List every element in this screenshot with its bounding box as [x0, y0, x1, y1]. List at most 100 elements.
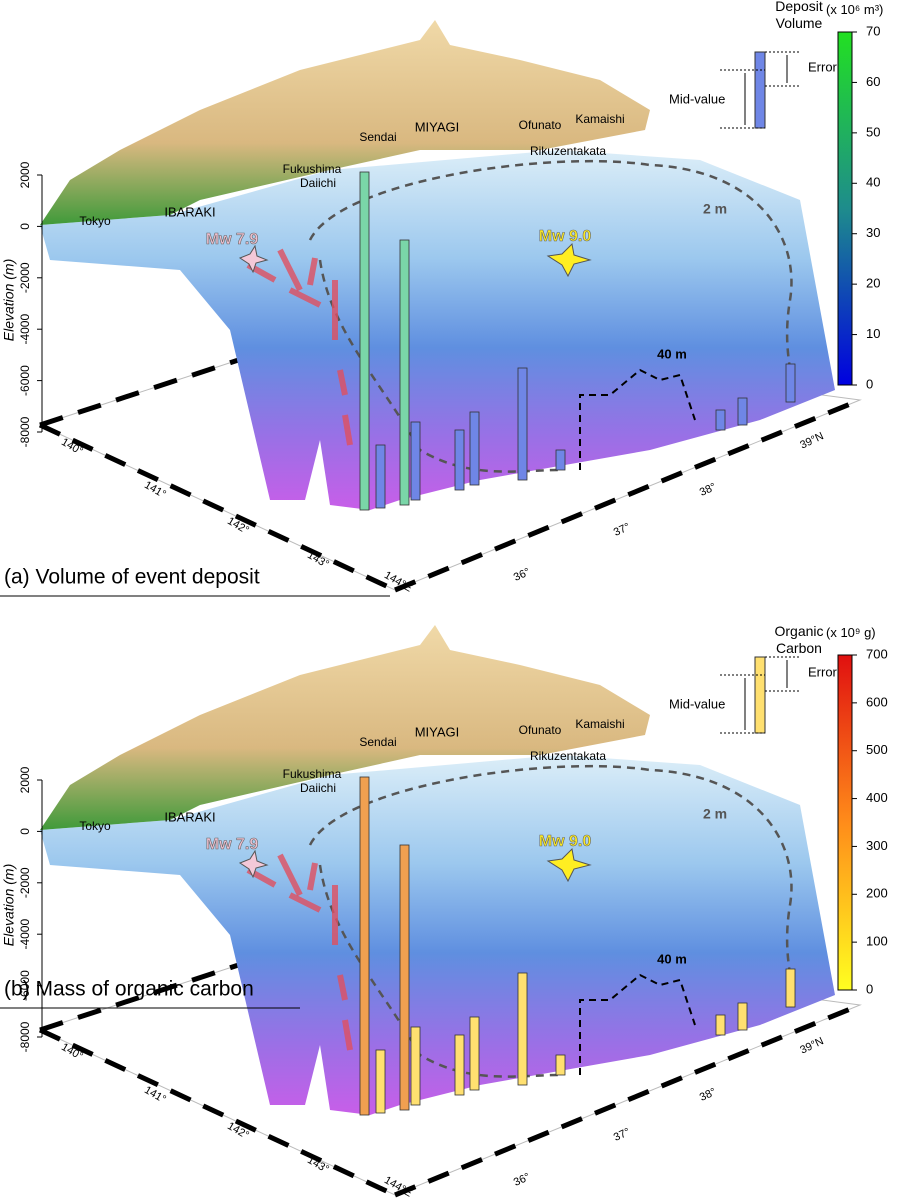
colorbar-tick-label: 60	[866, 74, 880, 89]
elevation-tick-label: -4000	[18, 919, 32, 950]
deposit-column	[454, 1034, 465, 1096]
contour-40m	[579, 973, 696, 1075]
annotation: 40 m	[657, 951, 687, 966]
panel: 2000 0 -2000 -4000 -6000 -8000 Elevation (m) 14…	[0, 625, 888, 1200]
colorbar-title: Deposit Volume	[775, 0, 823, 31]
place-label: Ofunato	[519, 723, 562, 737]
flow-arrow	[288, 287, 322, 308]
elevation-tick-label: 2000	[18, 766, 32, 793]
deposit-column	[737, 397, 748, 426]
elevation-tick-label: -8000	[18, 1021, 32, 1052]
flow-arrow	[342, 414, 353, 446]
deposit-column	[375, 444, 386, 509]
colorbar-tick-label: 500	[866, 742, 888, 757]
colorbar-tick-label: 0	[866, 376, 873, 391]
elevation-axis-label: Elevation (m)	[1, 259, 17, 341]
deposit-column	[469, 1016, 480, 1091]
seafloor	[40, 150, 835, 510]
latitude-tick-label: 36°	[512, 1171, 532, 1189]
deposit-column	[785, 968, 796, 1008]
annotation: 40 m	[657, 346, 687, 361]
elevation-axis-label: Elevation (m)	[1, 864, 17, 946]
latitude-tick-label: 37°	[612, 521, 632, 539]
longitude-tick-label: 143°	[305, 549, 331, 571]
place-label: Fukushima	[283, 162, 342, 176]
place-label: Daiichi	[300, 781, 336, 795]
longitude-tick-label: 142°	[225, 1120, 251, 1142]
place-label: Tokyo	[79, 819, 111, 833]
latitude-tick-label: 38°	[698, 481, 718, 499]
colorbar-tick-label: 40	[866, 175, 880, 190]
elevation-tick-label: -2000	[18, 867, 32, 898]
legend-error: Error	[808, 59, 838, 74]
deposit-column	[375, 1049, 386, 1114]
deposit-column	[715, 1014, 726, 1036]
legend-column	[754, 656, 766, 734]
annotation: 2 m	[703, 806, 727, 822]
flow-arrow	[337, 369, 348, 396]
place-label: Daiichi	[300, 176, 336, 190]
place-label: Ofunato	[519, 118, 562, 132]
epicenter-star	[546, 242, 592, 278]
colorbar-tick-label: 30	[866, 225, 880, 240]
colorbar-tick-label: 10	[866, 326, 880, 341]
elevation-tick-label: -8000	[18, 416, 32, 447]
place-label: MIYAGI	[415, 724, 460, 739]
deposit-column	[399, 239, 410, 506]
colorbar-tick-label: 100	[866, 934, 888, 949]
annotation: Mw 7.9	[206, 836, 259, 853]
place-label: Rikuzentakata	[530, 144, 606, 158]
place-label: Sendai	[359, 130, 396, 144]
elevation-tick-label: 2000	[18, 161, 32, 188]
deposit-column	[555, 1054, 566, 1076]
legend-mid: Mid-value	[669, 696, 725, 711]
elevation-tick-label: -6000	[18, 365, 32, 396]
elevation-tick-label: -6000	[18, 970, 32, 1001]
longitude-tick-label: 140°	[59, 1041, 85, 1063]
colorbar-tick-label: 50	[866, 124, 880, 139]
axis-edge	[38, 1027, 397, 1198]
annotation: Mw 9.0	[539, 228, 592, 245]
deposit-column	[555, 449, 566, 471]
seafloor	[40, 755, 835, 1115]
legend-mid: Mid-value	[669, 91, 725, 106]
flow-arrow	[277, 248, 303, 292]
latitude-tick-label: 37°	[612, 1126, 632, 1144]
deposit-column	[359, 171, 370, 511]
elevation-tick-label: -2000	[18, 262, 32, 293]
colorbar-unit: (x 10⁶ m³)	[826, 2, 884, 17]
colorbar-tick-label: 700	[866, 646, 888, 661]
deposit-column	[715, 409, 726, 431]
longitude-tick-label: 140°	[59, 436, 85, 458]
colorbar	[837, 654, 853, 991]
place-label: Rikuzentakata	[530, 749, 606, 763]
colorbar-unit: (x 10⁹ g)	[826, 625, 876, 640]
elevation-tick-label: -4000	[18, 314, 32, 345]
flow-arrow	[342, 1019, 353, 1051]
place-label: Sendai	[359, 735, 396, 749]
latitude-tick-label: 38°	[698, 1086, 718, 1104]
deposit-column	[399, 844, 410, 1111]
colorbar-tick-label: 300	[866, 838, 888, 853]
place-label: MIYAGI	[415, 119, 460, 134]
annotation: 2 m	[703, 201, 727, 217]
flow-arrow	[277, 853, 303, 897]
flow-arrow	[288, 892, 322, 913]
land	[40, 625, 650, 830]
annotation: Mw 9.0	[539, 833, 592, 850]
axis-edge	[38, 422, 397, 593]
longitude-tick-label: 142°	[225, 515, 251, 537]
place-label: IBARAKI	[164, 809, 215, 824]
panel-caption: (a) Volume of event deposit	[4, 566, 260, 589]
place-label: Tokyo	[79, 214, 111, 228]
place-label: Kamaishi	[575, 717, 624, 731]
panel: 2000 0 -2000 -4000 -6000 -8000 Elevation (m) 14…	[0, 20, 880, 597]
deposit-column	[517, 367, 528, 481]
place-label: IBARAKI	[164, 204, 215, 219]
colorbar-tick-label: 0	[866, 981, 873, 996]
legend-column	[754, 51, 766, 129]
panel-caption: (b) Mass of organic carbon	[4, 978, 254, 1001]
colorbar-tick-label: 70	[866, 23, 880, 38]
